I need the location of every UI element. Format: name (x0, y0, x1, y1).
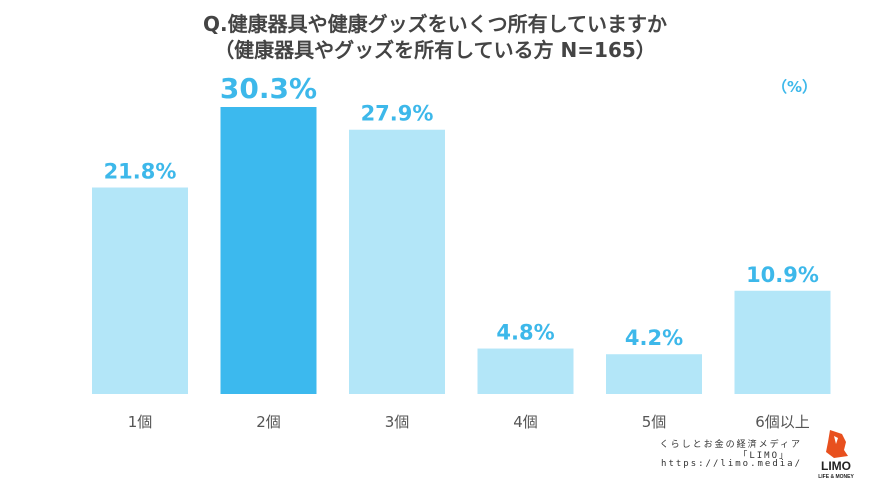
bar-1 (92, 187, 188, 394)
chart-subtitle: （健康器具やグッズを所有している方 N=165） (214, 38, 656, 62)
bar-6 (734, 290, 831, 394)
category-label-1: 1個 (128, 413, 153, 431)
unit-label: （%） (772, 78, 818, 96)
bar-5 (606, 354, 702, 394)
value-label-1: 21.8% (104, 160, 177, 184)
category-label-3: 3個 (385, 413, 410, 431)
category-label-6: 6個以上 (755, 413, 810, 431)
bar-chart: 21.8% 1個 30.3% 2個 27.9% 3個 4.8% 4個 4.2% 5個 10.9% 6個… (92, 72, 831, 431)
logo-text: LIMO (821, 459, 851, 473)
footer-tagline: くらしとお金の経済メディア (659, 440, 802, 450)
chart-title: Q.健康器具や健康グッズをいくつ所有していますか (203, 12, 667, 36)
bar-4 (477, 348, 574, 394)
category-label-2: 2個 (256, 413, 281, 431)
bar-2 (220, 107, 317, 394)
footer-brand: 「LIMO」 (738, 451, 790, 461)
limo-logo: LIMO LIFE & MONEY (818, 430, 854, 480)
bar-3 (349, 129, 445, 394)
value-label-4: 4.8% (496, 321, 554, 345)
category-label-5: 5個 (642, 413, 667, 431)
value-label-2: 30.3% (220, 72, 317, 105)
value-label-6: 10.9% (746, 263, 819, 287)
footer-url: https://limo.media/ (661, 459, 802, 469)
value-label-3: 27.9% (361, 102, 434, 126)
logo-subtext: LIFE & MONEY (818, 474, 854, 480)
category-label-4: 4個 (513, 413, 538, 431)
value-label-5: 4.2% (625, 326, 683, 350)
